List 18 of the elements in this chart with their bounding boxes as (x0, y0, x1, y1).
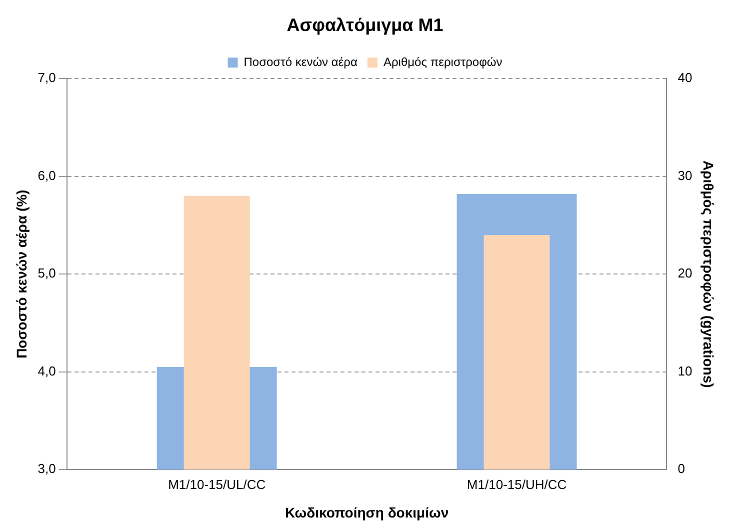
y2-tick-label: 30 (678, 168, 692, 183)
y2-axis-title: Αριθμός περιστροφών (gyrations) (700, 160, 717, 388)
legend-label: Ποσοστό κενών αέρα (244, 54, 358, 69)
y-tick-label: 7,0 (38, 70, 56, 86)
legend-label: Αριθμός περιστροφών (383, 54, 502, 69)
y-tick-label: 3,0 (38, 461, 56, 476)
x-tick-label: M1/10-15/UL/CC (168, 476, 266, 492)
x-tick-label: M1/10-15/UH/CC (466, 476, 567, 492)
chart-title: Ασφαλτόμιγμα Μ1 (286, 14, 444, 35)
y-tick-label: 6,0 (38, 168, 56, 183)
y-tick-label: 5,0 (38, 266, 56, 281)
y2-tick-label: 10 (678, 363, 692, 378)
y-axis-title: Ποσοστό κενών αέρα (%) (13, 190, 30, 358)
y2-tick-label: 40 (678, 70, 692, 86)
x-axis-title: Κωδικοποίηση δοκιμίων (284, 504, 449, 520)
y2-tick-label: 20 (678, 266, 692, 281)
y2-tick-label: 0 (678, 461, 685, 476)
y-tick-label: 4,0 (38, 363, 56, 378)
